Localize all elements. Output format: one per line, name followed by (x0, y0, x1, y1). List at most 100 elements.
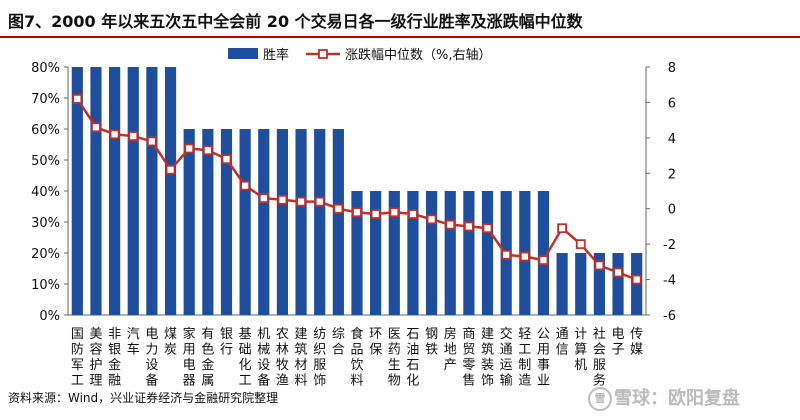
category-label-nonglinmuyu: 林 (276, 343, 289, 358)
category-label-dianlishebei: 备 (145, 373, 158, 389)
point-meitan (165, 164, 176, 175)
category-label-feiyinjinrong: 金 (108, 357, 121, 373)
right-tick-label: -2 (663, 238, 676, 253)
category-label-tongxin: 通 (556, 327, 569, 342)
bar-gonggong (537, 191, 550, 315)
category-label-jichuhuagong: 工 (239, 374, 252, 389)
category-label-nonglinmuyu: 渔 (276, 374, 289, 389)
category-label-qiche: 汽 (127, 327, 140, 342)
bar-shiyou (407, 191, 419, 315)
category-label-jixie: 设 (257, 358, 270, 373)
bar-meirong (90, 67, 102, 315)
category-label-guofang: 工 (71, 374, 84, 389)
category-label-youse: 属 (201, 374, 214, 389)
point-shipinyinliao (352, 207, 362, 218)
category-label-shangmao: 售 (462, 373, 475, 389)
bar-youse (202, 129, 214, 315)
point-dianlishebei (147, 136, 157, 147)
category-label-gonggong: 公 (537, 327, 550, 342)
category-label-fangzhifushi: 饰 (313, 374, 326, 389)
category-label-youse: 有 (201, 327, 214, 342)
point-fangzhifushi (314, 196, 325, 207)
right-tick-label: -6 (663, 309, 676, 324)
right-tick-label: 0 (668, 203, 676, 218)
category-label-jiayongdianqi: 电 (183, 358, 196, 373)
point-yinhang (221, 154, 232, 165)
category-label-zonghe: 合 (332, 343, 345, 358)
category-label-qinggong: 轻 (518, 327, 531, 342)
point-fangdichan (445, 219, 456, 230)
point-shangmao (463, 221, 474, 232)
right-tick-label: 6 (668, 96, 676, 111)
bar-jisuanji (575, 253, 587, 315)
category-label-shipinyinliao: 品 (350, 343, 363, 358)
category-label-fangzhifushi: 纺 (313, 327, 326, 342)
category-label-shehuifuwu: 服 (593, 358, 606, 373)
bar-guofang (71, 67, 83, 315)
category-label-yinhang: 行 (220, 343, 233, 358)
category-label-jiayongdianqi: 器 (183, 374, 196, 389)
category-label-gangtie: 铁 (425, 343, 438, 358)
category-label-yiyao: 医 (388, 327, 401, 342)
bar-yiyao (388, 191, 400, 315)
point-tongxin (557, 223, 567, 234)
category-label-shiyou: 油 (406, 343, 419, 358)
left-tick-label: 70% (31, 92, 60, 107)
category-label-meirong: 美 (89, 327, 102, 342)
point-yiyao (389, 207, 400, 218)
category-label-huanbao: 环 (369, 327, 382, 342)
snowball-logo-icon: 雪 (588, 387, 612, 411)
category-label-meirong: 护 (89, 358, 102, 373)
bar-huanbao (370, 191, 382, 315)
point-chuanmei (631, 274, 642, 285)
point-meirong (91, 122, 101, 133)
category-label-jixie: 械 (257, 343, 270, 358)
category-label-shangmao: 商 (462, 327, 475, 342)
point-jianzhuzhuangshi (482, 223, 493, 234)
bar-jichuhuagong (239, 129, 251, 315)
category-label-zonghe: 综 (332, 327, 345, 342)
category-label-meitan: 煤 (164, 327, 177, 342)
category-label-jisuanji: 算 (574, 343, 587, 358)
category-label-shiyou: 石 (406, 358, 419, 373)
legend-label-line: 涨跌幅中位数（%,右轴） (345, 47, 492, 63)
category-label-dianlishebei: 设 (145, 358, 158, 373)
point-jichuhuagong (240, 180, 251, 191)
bar-jianzhucailiao (295, 129, 307, 315)
bar-meitan (164, 67, 177, 315)
category-label-tongxin: 信 (556, 343, 569, 358)
category-label-chuanmei: 传 (630, 327, 643, 342)
left-tick-label: 30% (31, 216, 60, 231)
category-label-meitan: 炭 (164, 343, 177, 358)
left-tick-label: 40% (31, 185, 60, 200)
point-zonghe (333, 203, 344, 214)
category-label-jianzhuzhuangshi: 筑 (481, 342, 494, 358)
category-label-jiaotong: 输 (500, 373, 513, 389)
point-dianzi (613, 267, 623, 278)
category-label-jiaotong: 交 (500, 326, 513, 342)
category-label-jixie: 机 (257, 327, 270, 342)
category-label-fangzhifushi: 服 (313, 358, 326, 373)
category-label-qinggong: 造 (518, 374, 531, 389)
source-note: 资料来源：Wind，兴业证券经济与金融研究院整理 (8, 391, 279, 405)
category-label-gonggong: 事 (537, 358, 550, 373)
category-label-dianzi: 电 (612, 327, 625, 342)
category-label-jianzhucailiao: 材 (295, 358, 308, 373)
category-label-dianzi: 子 (612, 343, 625, 358)
category-label-shehuifuwu: 务 (593, 373, 606, 389)
right-tick-label: -4 (663, 274, 676, 289)
category-label-gonggong: 业 (537, 374, 550, 389)
category-label-meirong: 容 (89, 342, 102, 358)
category-label-fangdichan: 房 (444, 326, 457, 342)
category-label-dianlishebei: 力 (145, 343, 158, 358)
point-nonglinmuyu (277, 194, 288, 205)
category-label-yiyao: 药 (388, 343, 401, 358)
category-label-jichuhuagong: 化 (239, 358, 252, 373)
category-label-yiyao: 生 (388, 358, 401, 373)
point-feiyinjinrong (109, 129, 120, 140)
category-label-jisuanji: 机 (574, 358, 587, 373)
category-label-jianzhuzhuangshi: 饰 (481, 374, 494, 389)
bar-jiayongdianqi (183, 129, 195, 315)
category-label-youse: 色 (201, 342, 214, 358)
bar-yinhang (220, 129, 233, 315)
